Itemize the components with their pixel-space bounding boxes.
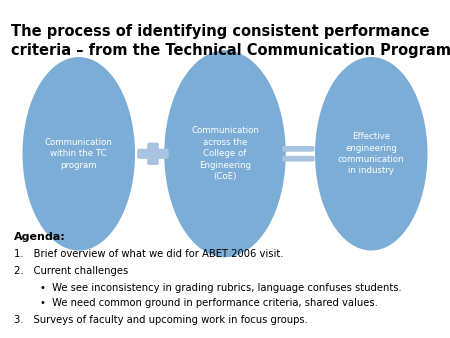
Text: •  We need common ground in performance criteria, shared values.: • We need common ground in performance c…: [40, 298, 378, 309]
Text: Communication
across the
College of
Engineering
(CoE): Communication across the College of Engi…: [191, 126, 259, 181]
FancyBboxPatch shape: [137, 149, 169, 159]
Text: The process of identifying consistent performance
criteria – from the Technical : The process of identifying consistent pe…: [11, 24, 450, 58]
FancyBboxPatch shape: [282, 156, 315, 162]
Text: 3. Surveys of faculty and upcoming work in focus groups.: 3. Surveys of faculty and upcoming work …: [14, 315, 307, 325]
Text: •  We see inconsistency in grading rubrics, language confuses students.: • We see inconsistency in grading rubric…: [40, 283, 402, 293]
Ellipse shape: [315, 57, 428, 250]
Ellipse shape: [22, 57, 135, 250]
Ellipse shape: [164, 50, 286, 257]
FancyBboxPatch shape: [282, 146, 315, 152]
Text: 2. Current challenges: 2. Current challenges: [14, 266, 128, 276]
Text: 1. Brief overview of what we did for ABET 2006 visit.: 1. Brief overview of what we did for ABE…: [14, 249, 283, 259]
Text: Agenda:: Agenda:: [14, 232, 65, 242]
Text: Effective
engineering
communication
in industry: Effective engineering communication in i…: [338, 132, 405, 175]
Text: Communication
within the TC
program: Communication within the TC program: [45, 138, 112, 170]
FancyBboxPatch shape: [147, 143, 159, 165]
